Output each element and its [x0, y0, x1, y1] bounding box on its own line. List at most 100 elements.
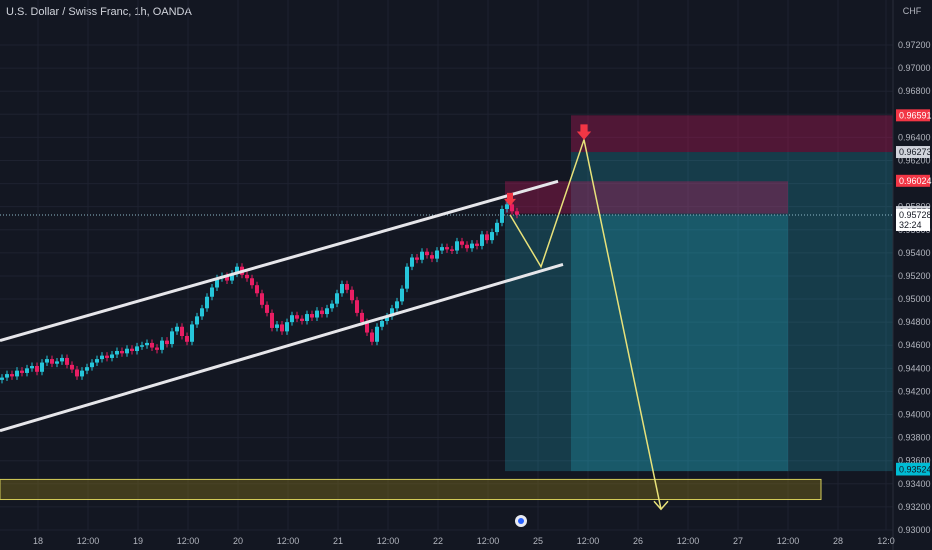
candle: [260, 293, 264, 305]
candle: [285, 322, 289, 332]
y-tick-label: 0.94200: [898, 386, 931, 396]
x-tick-label: 12:00: [677, 536, 700, 546]
candle: [290, 315, 294, 323]
x-tick-label: 26: [633, 536, 643, 546]
price-label: 0.96024: [899, 176, 932, 186]
target-zone-near: [505, 214, 788, 472]
candle: [415, 257, 419, 260]
candle: [515, 211, 519, 215]
candle: [80, 370, 84, 377]
candle: [470, 243, 474, 249]
x-tick-label: 27: [733, 536, 743, 546]
candle: [195, 316, 199, 325]
candle: [420, 251, 424, 260]
candle: [460, 241, 464, 245]
candle: [190, 324, 194, 342]
candle: [270, 312, 274, 328]
candle: [205, 296, 209, 309]
candle: [390, 308, 394, 317]
y-tick-label: 0.96200: [898, 155, 931, 165]
support-zone: [0, 478, 822, 501]
candle: [380, 320, 384, 327]
y-tick-label: 0.94800: [898, 317, 931, 327]
x-tick-label: 12:00: [277, 536, 300, 546]
candle: [310, 314, 314, 318]
x-tick-label: 22: [433, 536, 443, 546]
candle: [335, 293, 339, 304]
candle: [235, 266, 239, 274]
candle: [215, 278, 219, 288]
candle: [150, 342, 154, 348]
candle: [70, 364, 74, 370]
price-label-bg: [896, 146, 930, 159]
candle: [360, 312, 364, 323]
candle: [225, 275, 229, 281]
candle: [295, 315, 299, 319]
candle: [15, 370, 19, 377]
candle: [115, 351, 119, 355]
candle: [210, 287, 214, 297]
candle: [230, 273, 234, 281]
candle: [355, 300, 359, 313]
candle: [345, 284, 349, 290]
candle: [45, 359, 49, 363]
candle: [365, 322, 369, 333]
candle: [110, 354, 114, 358]
x-tick-label: 12:00: [377, 536, 400, 546]
candle: [180, 326, 184, 336]
candle: [440, 247, 444, 251]
candle: [265, 304, 269, 313]
x-tick-label: 21: [333, 536, 343, 546]
candle: [140, 345, 144, 347]
y-tick-label: 0.96800: [898, 86, 931, 96]
candle: [255, 285, 259, 294]
candle: [175, 326, 179, 332]
y-tick-label: 0.94600: [898, 340, 931, 350]
candle: [400, 288, 404, 302]
projection-path: [509, 136, 662, 510]
candle: [275, 324, 279, 328]
candle: [395, 301, 399, 309]
candle: [155, 347, 159, 350]
candle: [170, 331, 174, 345]
y-tick-label: 0.93200: [898, 502, 931, 512]
y-tick-label: 0.95000: [898, 294, 931, 304]
price-label: 0.93524: [899, 464, 932, 474]
price-label: 0.96591: [899, 110, 932, 120]
candle: [350, 289, 354, 301]
candle: [475, 243, 479, 246]
candle: [510, 204, 514, 212]
candle: [0, 377, 4, 380]
price-label-bg: [896, 208, 930, 231]
candle: [60, 357, 64, 362]
sell-arrow-icon: [504, 192, 516, 206]
candle: [50, 359, 54, 364]
event-marker-dot: [518, 518, 524, 524]
candle: [405, 266, 409, 289]
candle: [145, 342, 149, 346]
candle: [120, 351, 124, 354]
candle: [315, 310, 319, 318]
x-tick-label: 12:00: [77, 536, 100, 546]
x-tick-label: 12:00: [777, 536, 800, 546]
candle: [410, 257, 414, 267]
y-tick-label: 0.97000: [898, 63, 931, 73]
candle: [20, 370, 24, 373]
price-label-countdown: 32:24: [899, 220, 922, 230]
x-tick-label: 12:00: [577, 536, 600, 546]
candle: [130, 348, 134, 352]
candle: [85, 367, 89, 371]
candle: [495, 222, 499, 233]
x-tick-label: 12:0: [877, 536, 895, 546]
candle: [330, 303, 334, 309]
candle: [40, 362, 44, 372]
x-tick-label: 12:00: [477, 536, 500, 546]
projection-arrowhead: [653, 500, 669, 511]
stop-zone-far: [571, 115, 893, 153]
candle: [465, 244, 469, 249]
y-tick-label: 0.97200: [898, 40, 931, 50]
candle: [250, 278, 254, 286]
candle: [480, 234, 484, 246]
y-tick-label: 0.94400: [898, 363, 931, 373]
